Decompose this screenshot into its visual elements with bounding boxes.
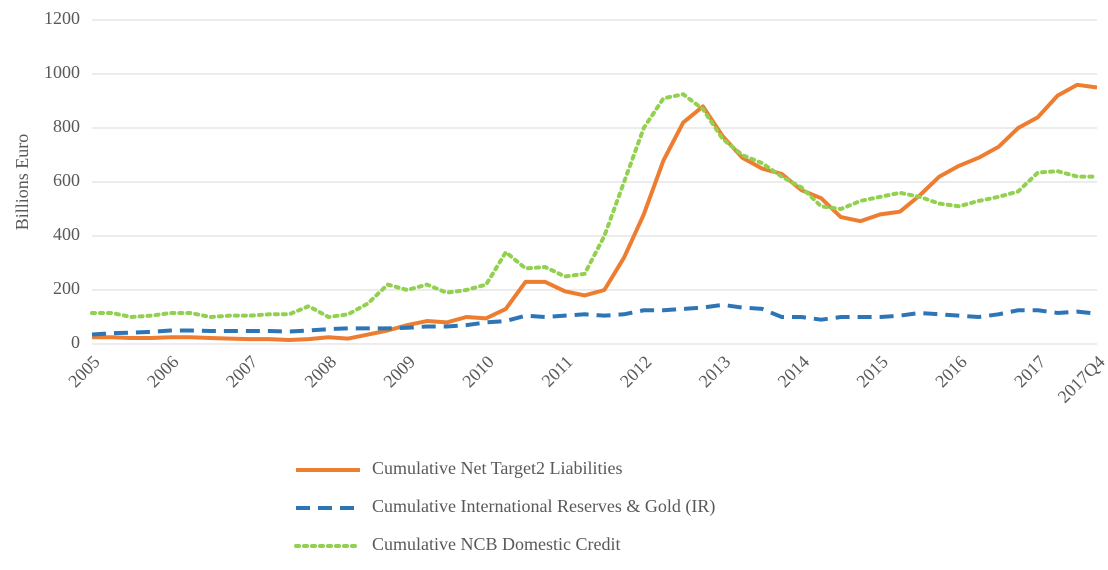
x-tick-label: 2015 (852, 352, 892, 392)
legend-label: Cumulative NCB Domestic Credit (372, 534, 620, 554)
x-tick-label: 2008 (301, 352, 341, 392)
x-tick-label: 2006 (143, 352, 183, 392)
x-tick-label: 2016 (931, 352, 971, 392)
y-tick-label: 600 (53, 170, 80, 190)
y-tick-label: 1000 (44, 62, 80, 82)
y-tick-label: 400 (53, 224, 80, 244)
x-tick-label: 2017Q4 (1054, 352, 1108, 407)
series-line (92, 82, 1098, 342)
x-tick-label: 2010 (458, 352, 498, 392)
legend-label: Cumulative International Reserves & Gold… (372, 496, 715, 517)
x-tick-label: 2009 (379, 352, 419, 392)
x-tick-label: 2012 (616, 352, 656, 392)
y-tick-label: 800 (53, 116, 80, 136)
series-line (90, 92, 1099, 319)
x-tick-label: 2011 (538, 352, 577, 391)
y-tick-label: 200 (53, 278, 80, 298)
x-tick-label: 2005 (64, 352, 104, 392)
y-tick-label: 0 (71, 332, 80, 352)
y-tick-label: 1200 (44, 8, 80, 28)
x-tick-label: 2017 (1010, 352, 1050, 392)
x-tick-label: 2007 (222, 352, 262, 392)
y-axis-label: Billions Euro (12, 134, 32, 231)
legend-label: Cumulative Net Target2 Liabilities (372, 458, 623, 478)
series-line (91, 302, 1098, 337)
x-tick-label: 2014 (774, 352, 814, 392)
x-tick-label: 2013 (695, 352, 735, 392)
